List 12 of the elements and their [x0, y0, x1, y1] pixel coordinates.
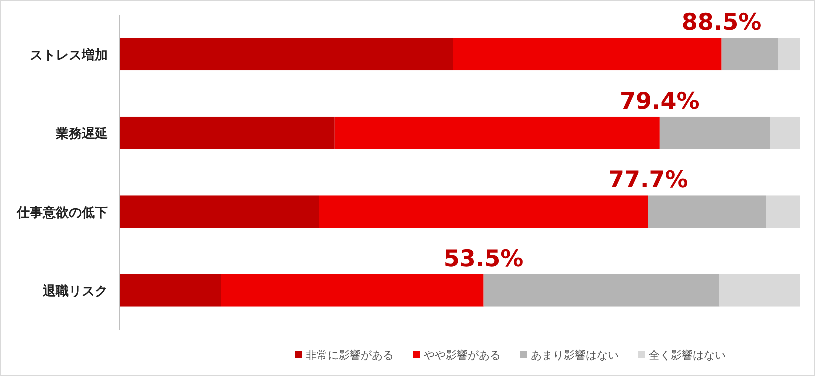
y-tick-label: 退職リスク [42, 284, 108, 300]
y-tick-label: 業務遅延 [55, 127, 108, 142]
legend-label: 非常に影響がある [306, 349, 394, 362]
legend-label: やや影響がある [424, 349, 501, 362]
y-tick-label: 仕事意欲の低下 [16, 204, 108, 221]
legend-label: 全く影響はない [649, 349, 726, 362]
annotation: 77.7% [608, 168, 688, 194]
annotation: 53.5% [444, 246, 524, 272]
annotation: 88.5% [682, 10, 762, 36]
annotation: 79.4% [620, 88, 700, 115]
legend-label: あまり影響はない [531, 349, 619, 362]
y-tick-label: ストレス増加 [30, 47, 108, 64]
